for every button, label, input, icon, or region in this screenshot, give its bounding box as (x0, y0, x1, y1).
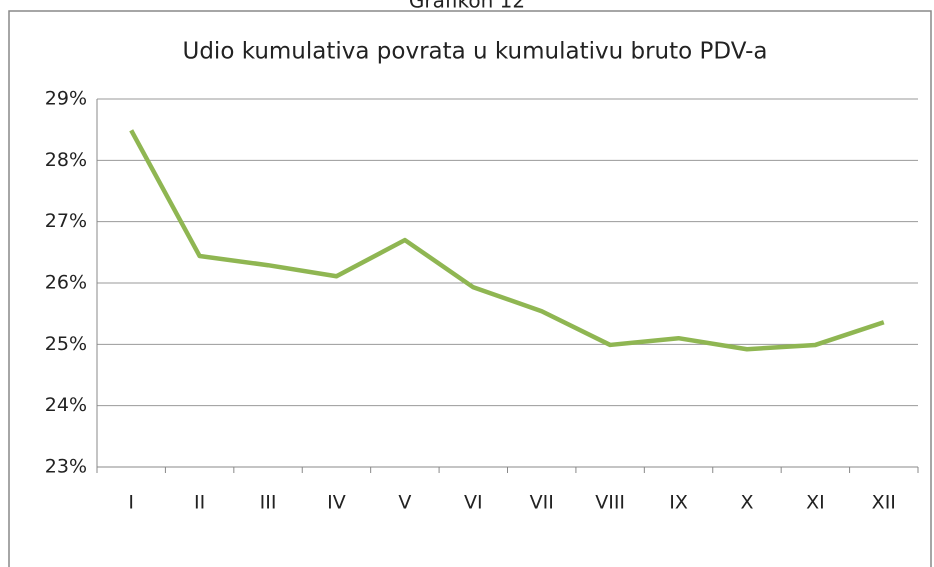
x-tick-label: XI (806, 492, 825, 514)
x-tick-label: I (128, 492, 134, 514)
x-tick-label: XII (872, 492, 896, 514)
chart-title: Udio kumulativa povrata u kumulativu bru… (183, 39, 768, 65)
chart-frame (8, 10, 932, 567)
x-tick-label: VI (464, 492, 483, 514)
y-tick-label: 28% (45, 149, 87, 171)
line-series (129, 129, 885, 352)
x-tick-label: IV (327, 492, 346, 514)
x-tick-label: IX (669, 492, 688, 514)
y-tick-label: 26% (45, 272, 87, 294)
x-tick-label: X (740, 492, 753, 514)
x-tick-label: II (194, 492, 205, 514)
y-tick-label: 25% (45, 333, 87, 355)
x-tick-label: V (398, 492, 411, 514)
x-tick-label: III (260, 492, 277, 514)
x-tick-label: VIII (595, 492, 625, 514)
caption: Grafikon 12 (409, 0, 525, 13)
y-tick-label: 23% (45, 456, 87, 478)
y-tick-label: 27% (45, 210, 87, 232)
y-tick-label: 24% (45, 394, 87, 416)
x-tick-label: VII (530, 492, 554, 514)
y-tick-label: 29% (45, 88, 87, 110)
